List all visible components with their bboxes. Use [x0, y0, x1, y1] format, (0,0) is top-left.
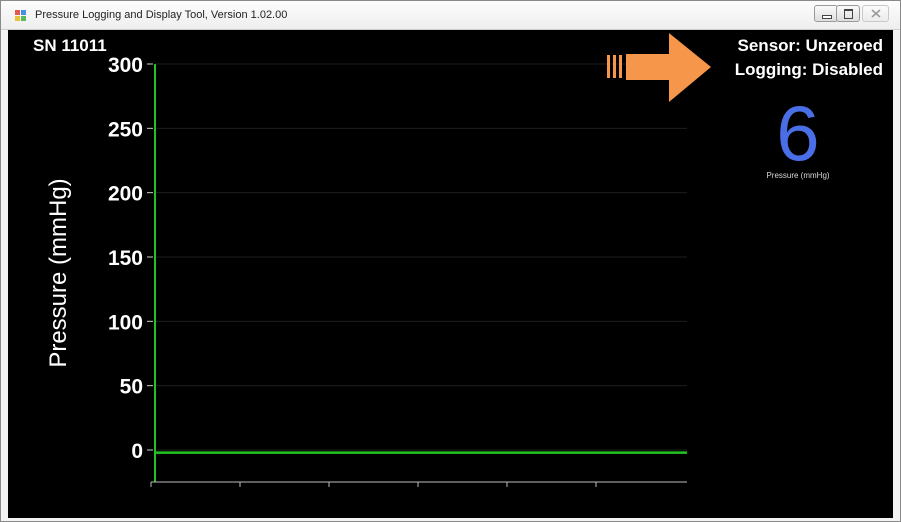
annotation-arrow: [607, 33, 711, 102]
restore-button[interactable]: [836, 5, 860, 22]
chart-panel: 0 50 100 150 200 250 300 Pressure (mmHg) SN 11…: [8, 30, 893, 518]
y-axis-label: Pressure (mmHg): [45, 178, 72, 367]
logging-status: Logging: Disabled: [734, 60, 883, 79]
app-grid-icon: [15, 10, 26, 21]
pressure-chart: 0 50 100 150 200 250 300 Pressure (mmHg): [45, 33, 711, 487]
close-button[interactable]: [862, 5, 889, 22]
y-tick-label: 250: [108, 118, 143, 141]
arrow-icon: [626, 33, 711, 102]
pressure-readout-value: 6: [776, 89, 820, 177]
y-tick-label: 50: [120, 376, 143, 399]
restore-icon: [844, 9, 853, 19]
y-tick-label: 300: [108, 54, 143, 77]
pressure-readout-label: Pressure (mmHg): [766, 171, 830, 180]
close-icon: [871, 9, 881, 18]
minimize-button[interactable]: [814, 5, 838, 22]
y-tick-label: 150: [108, 247, 143, 270]
y-tick-label: 0: [131, 440, 143, 463]
serial-number: SN 11011: [33, 36, 107, 55]
y-tick-label: 200: [108, 183, 143, 206]
window-title: Pressure Logging and Display Tool, Versi…: [35, 9, 288, 21]
sensor-status: Sensor: Unzeroed: [737, 36, 883, 55]
y-tick-label: 100: [108, 311, 143, 334]
minimize-icon: [822, 15, 832, 19]
title-bar[interactable]: Pressure Logging and Display Tool, Versi…: [1, 1, 900, 30]
